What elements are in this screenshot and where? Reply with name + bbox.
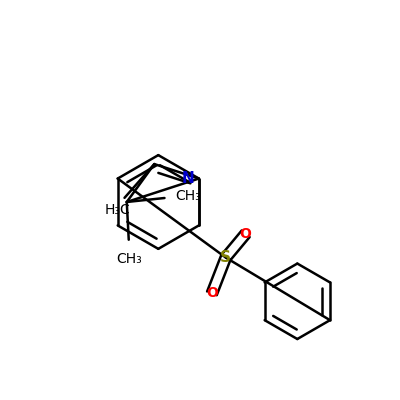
Text: CH₃: CH₃ [176,189,201,203]
Text: O: O [206,286,218,300]
Text: CH₃: CH₃ [116,252,142,266]
Text: S: S [220,250,231,265]
Text: O: O [240,227,252,241]
Text: N: N [181,171,194,186]
Text: H₃C: H₃C [104,203,130,217]
